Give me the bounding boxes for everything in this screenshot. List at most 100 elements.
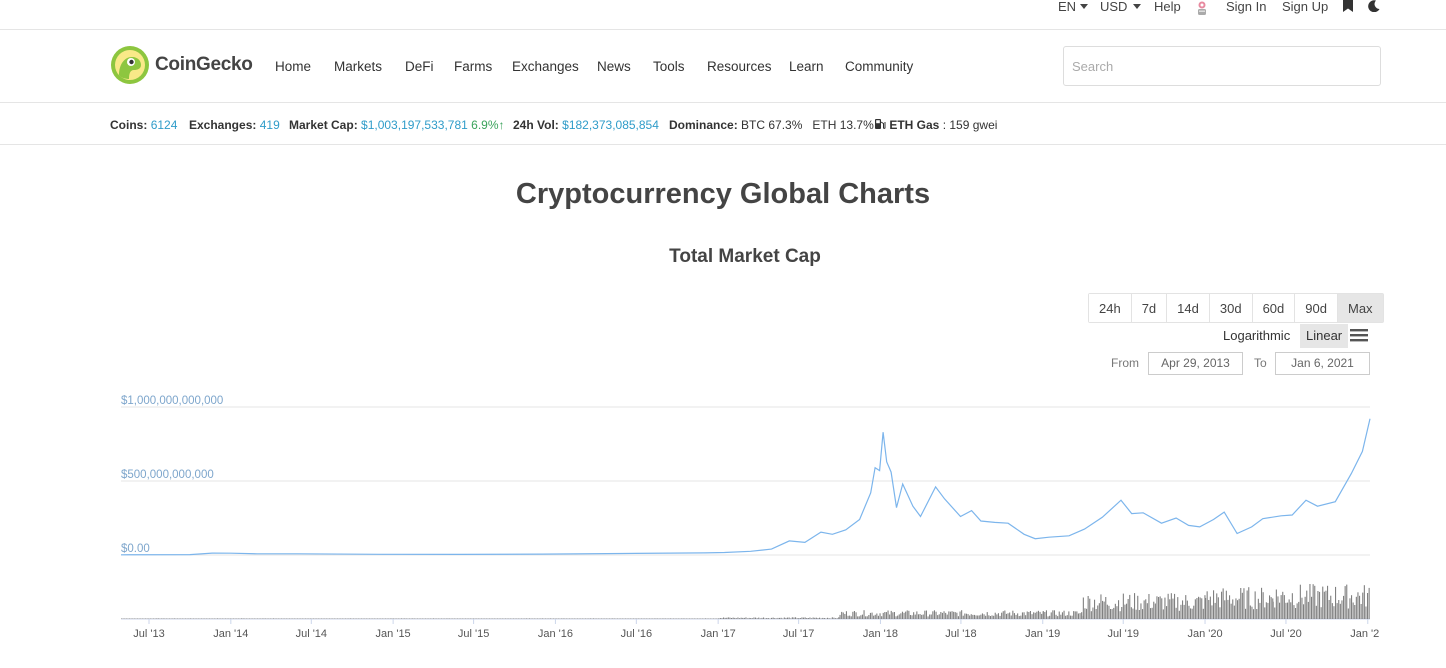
volume-bar [1330,595,1332,619]
volume-bar [1222,588,1224,619]
range-24h[interactable]: 24h [1089,294,1132,322]
range-7d[interactable]: 7d [1131,294,1168,322]
linear-toggle[interactable]: Linear [1300,324,1349,348]
volume-bar [625,618,627,619]
help-link[interactable]: Help [1154,0,1181,14]
volume-bar [1061,612,1063,619]
volume-bar [1279,602,1281,619]
volume-bar [385,618,387,619]
dark-mode-moon-icon[interactable] [1368,0,1380,15]
volume-bar [233,618,235,619]
language-selector[interactable]: EN [1058,0,1089,14]
volume-bar [234,618,236,619]
volume-bar [250,618,252,619]
nav-markets[interactable]: Markets [334,59,383,74]
volume-bar [241,618,243,619]
volume-bar [409,618,411,619]
volume-bar [766,618,768,619]
volume-bar [804,617,806,619]
volume-bar [1272,601,1274,619]
volume-bar [954,612,956,619]
nav-community[interactable]: Community [845,59,914,74]
volume-bar [1058,611,1060,619]
nav-learn[interactable]: Learn [789,59,824,74]
volume-bar [964,613,966,619]
volume-bar [417,618,419,619]
volume-bar [1232,599,1234,619]
volume-bar [747,618,749,619]
volume-bar [1270,597,1272,619]
search-input[interactable] [1063,46,1381,86]
volume-bar [1164,597,1166,619]
market-cap-chart[interactable]: $1,000,000,000,000 $500,000,000,000 $0.00 J… [110,390,1380,660]
volume-bar [1076,611,1078,619]
volume-bar [919,614,921,619]
volume-bar [1196,598,1198,619]
volume-bar [803,617,805,619]
volume-bar [1261,587,1263,619]
range-90d[interactable]: 90d [1295,294,1338,322]
currency-selector[interactable]: USD [1100,0,1142,14]
coins-value[interactable]: 6124 [150,118,178,132]
volume-bar [769,618,771,619]
nav-farms[interactable]: Farms [454,59,493,74]
volume-bar [817,618,819,619]
exchanges-value[interactable]: 419 [259,118,280,132]
volume-bar [341,618,343,619]
volume-bar [193,618,195,619]
volume-bar [631,618,633,619]
market-cap-value[interactable]: $1,003,197,533,781 [361,118,468,132]
nav-tools[interactable]: Tools [653,59,685,74]
volume-bar [1287,602,1289,619]
volume-bar [1124,604,1126,619]
volume-bar [612,618,614,619]
volume-bar [755,617,757,619]
volume-value[interactable]: $182,373,085,854 [562,118,659,132]
nav-home[interactable]: Home [275,59,312,74]
coingecko-logo-icon[interactable] [110,45,150,85]
volume-bar [338,618,340,619]
volume-bar [1363,585,1365,619]
volume-bar [524,618,526,619]
volume-bar [1306,590,1308,619]
volume-bar [202,618,204,619]
sign-in-link[interactable]: Sign In [1226,0,1267,14]
volume-bar [1089,598,1091,619]
nav-resources[interactable]: Resources [707,59,772,74]
volume-bar [444,618,446,619]
range-14d[interactable]: 14d [1167,294,1210,322]
sign-up-link[interactable]: Sign Up [1282,0,1329,14]
volume-bar [170,618,172,619]
volume-bar [661,618,663,619]
volume-bar [861,614,863,619]
nav-news[interactable]: News [597,59,631,74]
hamburger-menu-icon[interactable] [1350,327,1368,343]
volume-bar [658,618,660,619]
range-60d[interactable]: 60d [1252,294,1296,322]
volume-bar [917,614,919,619]
volume-bar [217,618,219,619]
volume-bar [244,618,246,619]
volume-bar [1111,609,1113,619]
volume-bar [573,618,575,619]
volume-bar [1322,586,1324,619]
volume-bar [553,618,555,619]
volume-bar [223,618,225,619]
nav-defi[interactable]: DeFi [405,59,434,74]
chart-title: Total Market Cap [669,246,821,267]
from-date-input[interactable]: Apr 29, 2013 [1148,352,1243,375]
bookmark-icon[interactable] [1343,0,1353,15]
range-30d[interactable]: 30d [1209,294,1253,322]
candy-icon[interactable] [1196,0,1208,19]
volume-bar [763,617,765,619]
to-date-input[interactable]: Jan 6, 2021 [1275,352,1370,375]
volume-bar [148,618,150,619]
nav-exchanges[interactable]: Exchanges [512,59,579,74]
brand-name[interactable]: CoinGecko [155,54,253,75]
volume-bar [711,618,713,619]
x-tick-label: Jul '20 [1270,628,1301,640]
logarithmic-toggle[interactable]: Logarithmic [1223,328,1291,343]
range-max[interactable]: Max [1337,294,1383,322]
volume-bar [925,610,927,619]
volume-bar [1193,605,1195,619]
